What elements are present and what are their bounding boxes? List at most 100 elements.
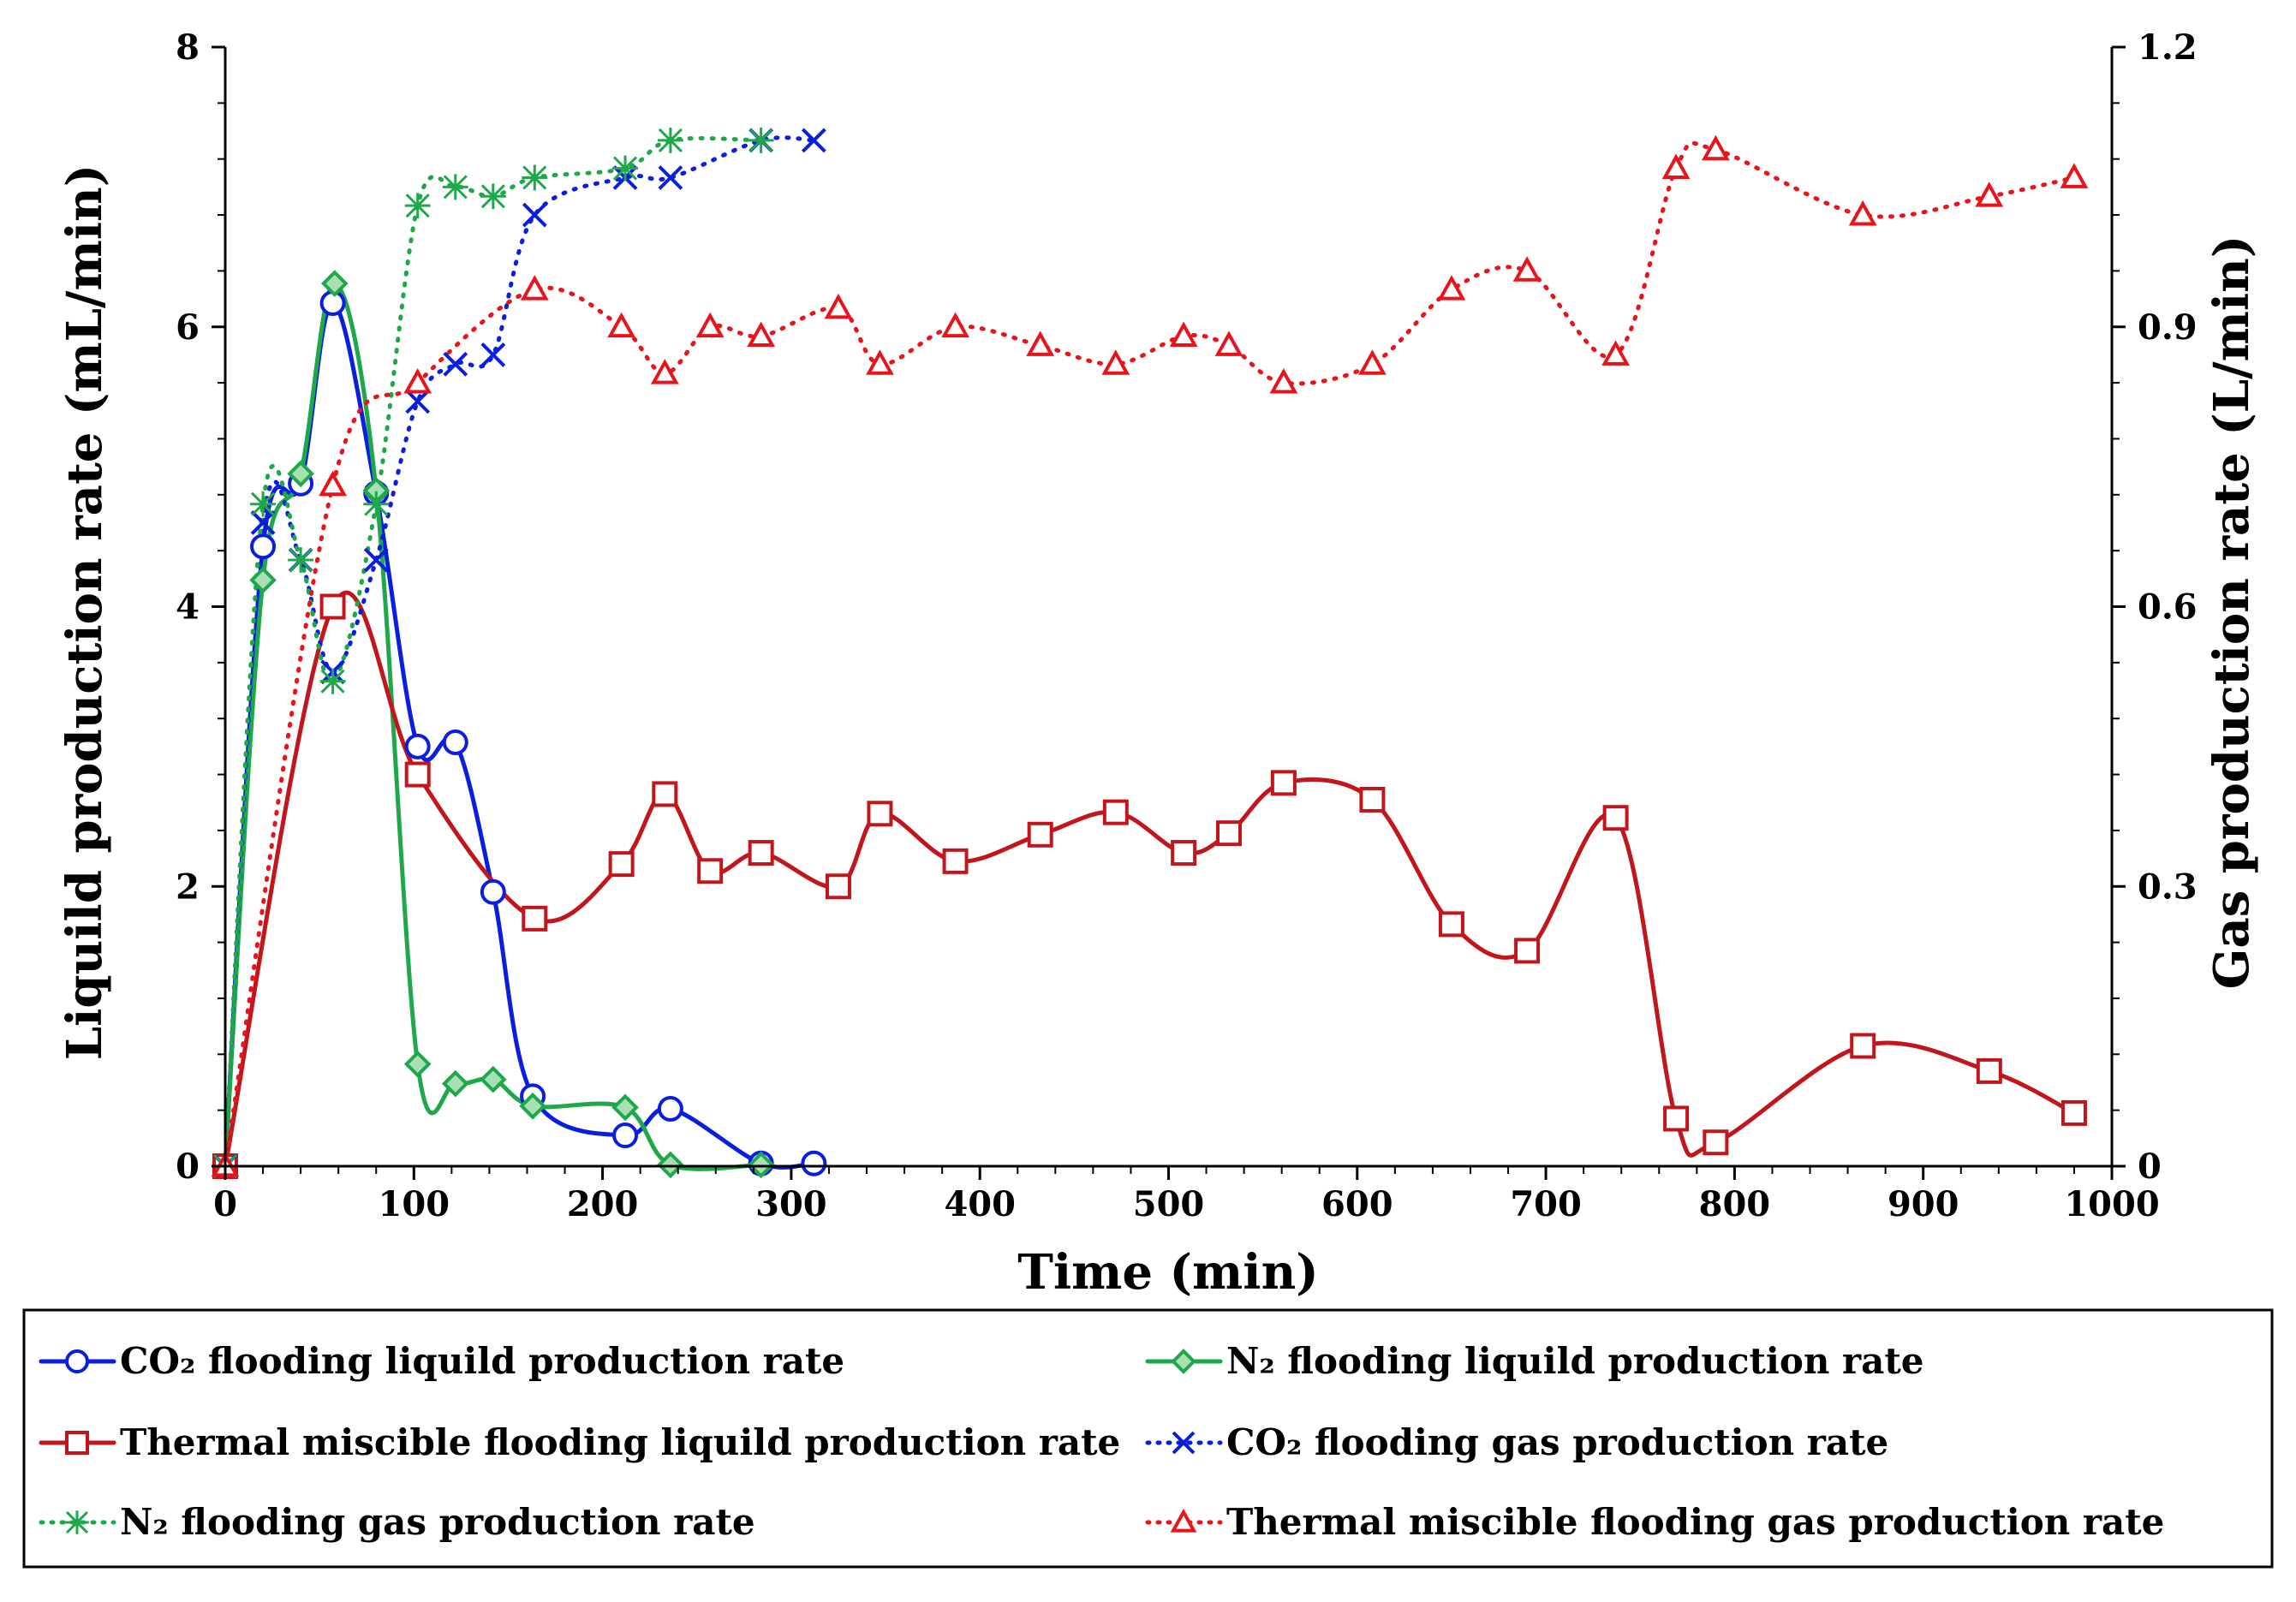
data-point-series-4 [657, 127, 683, 153]
data-point-series-2 [1514, 938, 1541, 964]
x-axis-title: Time (min) [1017, 1244, 1319, 1301]
data-point-series-2 [1270, 770, 1297, 796]
data-point-series-2 [1102, 799, 1129, 825]
data-point-series-4 [319, 668, 346, 694]
y-left-tick-label: 2 [176, 867, 200, 907]
markers-layer [211, 127, 2089, 1180]
x-tick-label: 700 [1510, 1184, 1582, 1224]
data-point-series-2 [1027, 821, 1053, 848]
data-point-series-5 [1026, 331, 1055, 356]
data-point-series-5 [1512, 256, 1542, 282]
data-point-series-5 [1601, 340, 1631, 366]
series-line-0 [223, 301, 816, 1170]
legend-swatch-marker-4 [65, 1510, 89, 1534]
data-point-series-3 [363, 547, 389, 573]
data-point-series-4 [612, 155, 638, 182]
data-point-series-5 [1848, 200, 1877, 226]
data-point-series-0 [319, 289, 346, 316]
data-point-series-5 [695, 312, 725, 338]
y-left-tick-label: 4 [176, 587, 200, 628]
data-point-series-5 [941, 312, 969, 338]
data-point-series-1 [747, 1151, 775, 1179]
data-point-series-0 [801, 1150, 827, 1176]
legend-swatch-marker-0 [65, 1349, 89, 1373]
legend-label-0: CO₂ flooding liquild production rate [120, 1340, 844, 1382]
legend: CO₂ flooding liquild production rate N₂ f… [22, 1308, 2274, 1569]
data-point-series-0 [657, 1096, 683, 1123]
legend-swatch-marker-5 [1170, 1508, 1197, 1533]
data-point-series-3 [250, 510, 276, 535]
data-point-series-3 [480, 342, 506, 367]
x-tick-label: 900 [1887, 1184, 1959, 1224]
data-point-series-5 [1661, 153, 1691, 179]
data-point-series-2 [825, 873, 851, 900]
series-line-1 [223, 281, 764, 1171]
data-point-series-5 [1358, 349, 1387, 375]
axes-layer: 0 100 200 300 400 500 600 700 800 900 10000246800.… [176, 27, 2197, 1224]
data-point-series-0 [250, 533, 277, 560]
data-point-series-4 [522, 164, 548, 191]
x-tick-label: 200 [567, 1184, 639, 1224]
legend-frame [22, 1308, 2274, 1569]
y-right-tick-label: 0 [2138, 1146, 2162, 1187]
data-point-series-4 [250, 491, 277, 517]
data-point-series-2 [319, 593, 346, 620]
y-axis-right-title: Gas production rate (L/min) [2204, 235, 2260, 990]
y-left-tick-label: 0 [176, 1146, 200, 1187]
data-point-series-0 [612, 1123, 639, 1149]
data-point-series-5 [403, 367, 432, 394]
legend-label-1: N₂ flooding liquild production rate [1226, 1340, 1924, 1382]
data-point-series-2 [1663, 1105, 1690, 1132]
data-point-series-4 [288, 547, 314, 573]
data-point-series-1 [249, 566, 277, 594]
data-point-series-5 [650, 359, 679, 384]
data-point-series-4 [442, 174, 468, 200]
data-point-series-5 [607, 312, 636, 338]
data-point-series-2 [1850, 1033, 1876, 1059]
data-point-series-5 [1975, 182, 2004, 207]
data-point-series-2 [942, 848, 969, 874]
data-point-series-1 [611, 1093, 639, 1122]
data-point-series-1 [657, 1151, 684, 1179]
series-line-3 [223, 135, 816, 1169]
data-point-series-5 [1269, 367, 1298, 394]
data-point-series-4 [404, 193, 431, 219]
data-point-series-5 [1701, 134, 1730, 161]
data-point-series-1 [287, 460, 314, 488]
x-tick-label: 300 [755, 1184, 827, 1224]
data-point-series-5 [747, 321, 776, 348]
data-point-series-0 [442, 729, 468, 755]
series-line-5 [223, 140, 2077, 1169]
data-point-series-3 [405, 389, 431, 414]
x-tick-label: 800 [1699, 1184, 1771, 1224]
data-point-series-4 [748, 127, 774, 153]
y-right-tick-label: 0.6 [2138, 587, 2198, 628]
data-point-series-2 [1703, 1129, 1729, 1156]
axis-labels-layer: Time (min) Liquild production rate (mL/m… [57, 164, 2260, 1301]
data-point-series-4 [363, 491, 390, 517]
data-point-series-2 [1215, 820, 1242, 847]
legend-label-2: Thermal miscible flooding liquild produc… [120, 1421, 1120, 1463]
x-tick-label: 1000 [2064, 1184, 2159, 1224]
legend-swatch-marker-3 [1172, 1431, 1196, 1455]
data-point-series-5 [866, 349, 894, 375]
legend-label-4: N₂ flooding gas production rate [120, 1501, 755, 1543]
data-point-series-3 [443, 351, 468, 377]
data-point-series-1 [320, 270, 349, 297]
y-left-tick-label: 8 [176, 27, 200, 68]
data-point-series-2 [1602, 805, 1629, 831]
x-tick-label: 400 [944, 1184, 1016, 1224]
data-point-series-2 [1359, 786, 1386, 813]
legend-label-5: Thermal miscible flooding gas production… [1226, 1501, 2164, 1543]
data-point-series-2 [608, 851, 635, 878]
data-point-series-1 [479, 1065, 507, 1093]
data-point-series-0 [480, 878, 506, 905]
data-point-series-5 [2060, 163, 2089, 188]
x-tick-label: 600 [1321, 1184, 1393, 1224]
y-left-tick-label: 6 [176, 307, 200, 348]
data-point-series-0 [404, 733, 431, 759]
data-point-series-2 [1976, 1057, 2002, 1084]
data-point-series-2 [697, 858, 724, 884]
series-line-4 [223, 136, 764, 1169]
